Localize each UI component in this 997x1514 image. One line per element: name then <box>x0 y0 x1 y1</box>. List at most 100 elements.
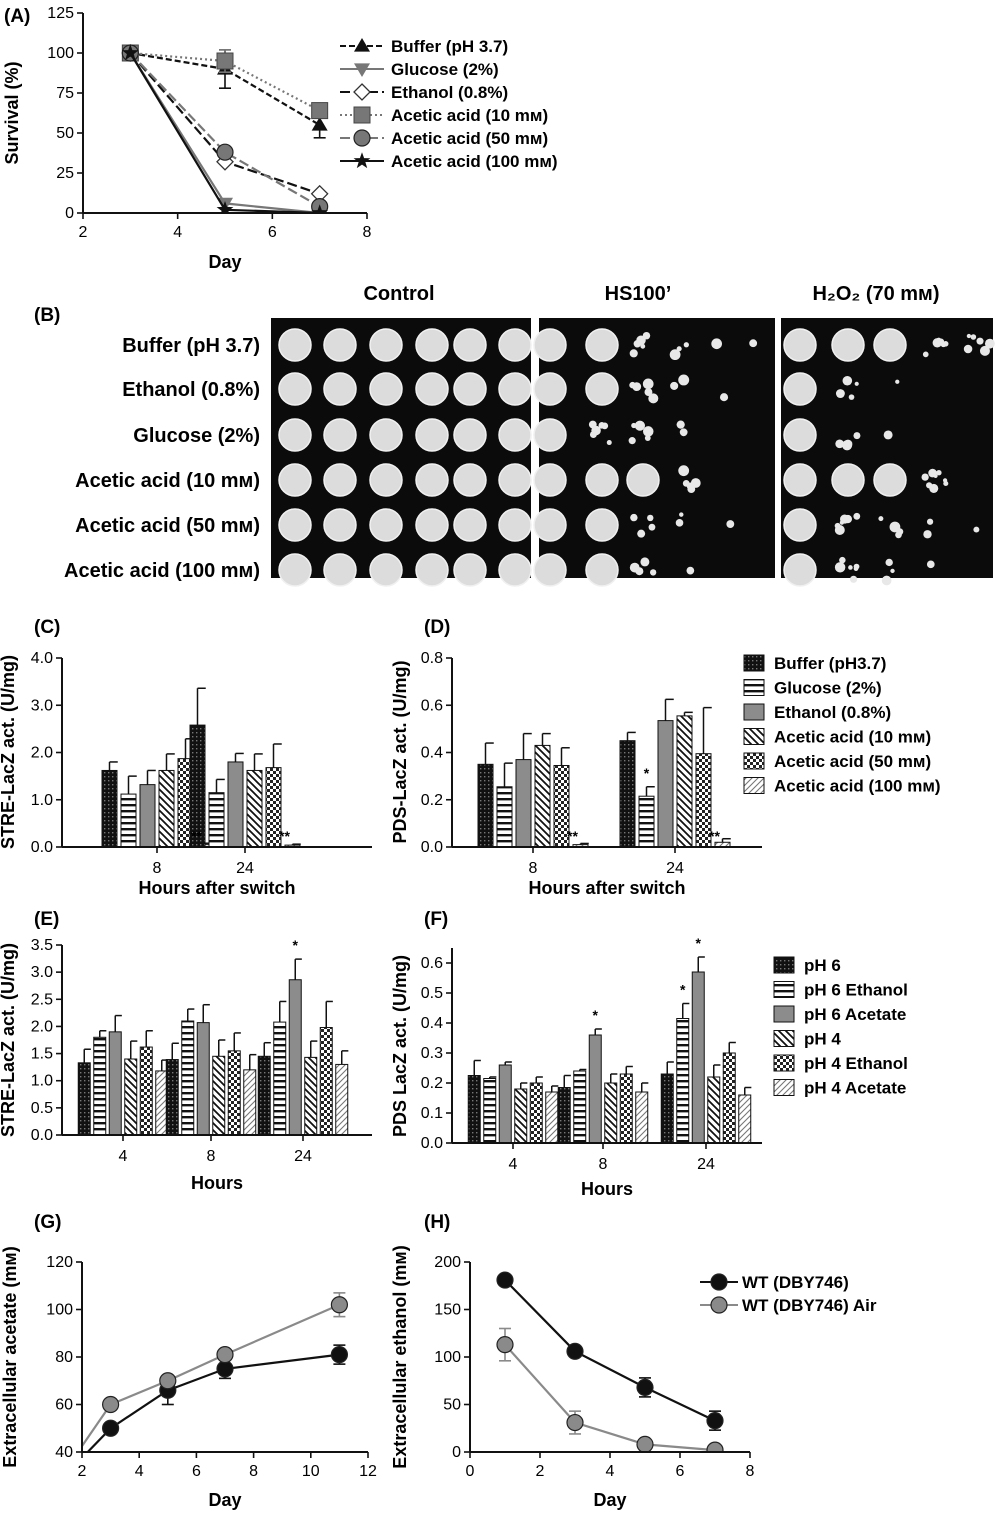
x-axis-label: Hours <box>191 1173 243 1193</box>
colony-dot <box>678 465 690 477</box>
bar <box>101 769 118 848</box>
colony-dot <box>889 521 901 533</box>
x-tick-label: 24 <box>697 1156 715 1173</box>
colony-dot <box>890 568 895 574</box>
colony-spot <box>415 553 449 587</box>
colony-spot <box>415 328 449 362</box>
legend-marker <box>354 63 370 77</box>
colony-dot <box>966 333 972 339</box>
x-tick-label: 4 <box>135 1463 144 1480</box>
colony-spot <box>453 463 487 497</box>
colony-dot <box>686 566 695 575</box>
colony-dot <box>835 389 845 398</box>
bar <box>227 1050 241 1136</box>
significance-mark: * <box>680 982 686 998</box>
legend-swatch <box>773 956 795 974</box>
colony-spot <box>323 418 357 452</box>
legend-swatch <box>773 1054 795 1072</box>
y-tick-label: 2.0 <box>31 1018 53 1035</box>
colony-spot <box>498 418 532 452</box>
colony-spot <box>323 553 357 587</box>
data-point <box>45 1480 61 1496</box>
series-A-5 <box>122 44 328 213</box>
x-tick-label: 8 <box>153 860 162 877</box>
data-point <box>706 1441 724 1452</box>
legend-swatch <box>773 1079 795 1096</box>
colony-spot <box>498 553 532 587</box>
legend-label: Acetic acid (100 mᴍ) <box>774 777 941 796</box>
colony-dot <box>926 482 933 489</box>
legend-label: Acetic acid (100 mᴍ) <box>391 152 558 171</box>
bar <box>483 1078 497 1144</box>
colony-dot <box>979 345 990 356</box>
colony-dot <box>848 394 855 400</box>
y-tick-label: 0.0 <box>31 1127 53 1144</box>
colony-dot <box>848 565 853 570</box>
bar <box>619 740 636 848</box>
colony-dot <box>648 523 656 531</box>
bar <box>77 1062 91 1136</box>
series-H-1 <box>496 1327 724 1452</box>
data-point <box>216 1360 234 1378</box>
colony-spot <box>585 553 619 587</box>
colony-spot <box>533 463 567 497</box>
significance-mark: * <box>593 1007 599 1023</box>
colony-dot <box>678 374 690 386</box>
colony-spot <box>415 418 449 452</box>
bar <box>288 979 302 1136</box>
panel-label-e: (E) <box>34 909 59 930</box>
bar <box>124 1058 138 1136</box>
series-H-0 <box>496 1271 724 1431</box>
colony-dot <box>970 334 977 340</box>
x-tick-label: 24 <box>666 860 684 877</box>
legend-swatch <box>743 679 765 696</box>
bar <box>165 1059 179 1136</box>
bar <box>196 1022 210 1136</box>
survival-line-chart: 2 4 6 8 0 25 50 75 100 125 Day Survival (%) Buffer (… <box>2 5 558 272</box>
colony-spot <box>278 508 312 542</box>
data-point <box>101 1419 120 1437</box>
data-point <box>496 1336 514 1354</box>
colony-spot <box>533 553 567 587</box>
colony-dot <box>942 478 948 483</box>
data-point <box>636 1435 654 1452</box>
colony-dot <box>878 516 884 522</box>
colony-dot <box>926 560 935 569</box>
legend-marker <box>353 83 371 101</box>
x-tick-label: 8 <box>746 1463 755 1480</box>
colony-spot <box>278 463 312 497</box>
agar-plate <box>271 318 531 578</box>
data-point <box>216 52 234 70</box>
colony-dot <box>921 473 929 481</box>
data-point <box>216 143 234 161</box>
colony-dot <box>985 340 992 347</box>
y-tick-label: 150 <box>434 1302 461 1319</box>
bar <box>529 1082 543 1144</box>
y-tick-label: 100 <box>47 45 74 62</box>
colony-spot <box>533 418 567 452</box>
bar <box>534 744 551 848</box>
colony-spot <box>585 463 619 497</box>
series-G-0 <box>45 1344 348 1496</box>
data-point <box>311 117 328 131</box>
x-tick-label: 2 <box>78 1463 87 1480</box>
significance-mark: ** <box>709 828 720 844</box>
bar <box>467 1075 481 1144</box>
pds-lacz-bar-chart-f: 4 8 24 * * * 0.0 0.1 0.2 0.3 0.4 0.5 0.6 Hours PDS Lac… <box>390 935 908 1199</box>
x-tick-label: 24 <box>294 1148 312 1165</box>
acetate-line-chart: 2 4 6 8 10 12 40 60 80 100 120 Day Extracellular ace… <box>0 1246 377 1510</box>
y-tick-label: 1.0 <box>31 792 53 809</box>
colony-spot <box>783 508 817 542</box>
y-axis-label: Survival (%) <box>2 61 22 164</box>
bar <box>657 720 674 848</box>
legend-label: Buffer (pH 3.7) <box>391 37 508 56</box>
bar <box>246 769 263 848</box>
colony-spot <box>278 553 312 587</box>
bar <box>691 971 705 1144</box>
y-tick-label: 0.5 <box>31 1100 53 1117</box>
y-tick-label: 60 <box>55 1397 73 1414</box>
bar <box>722 1052 736 1144</box>
legend-label: pH 6 Ethanol <box>804 981 908 1000</box>
legend-swatch <box>743 654 765 672</box>
y-tick-label: 40 <box>55 1444 73 1461</box>
